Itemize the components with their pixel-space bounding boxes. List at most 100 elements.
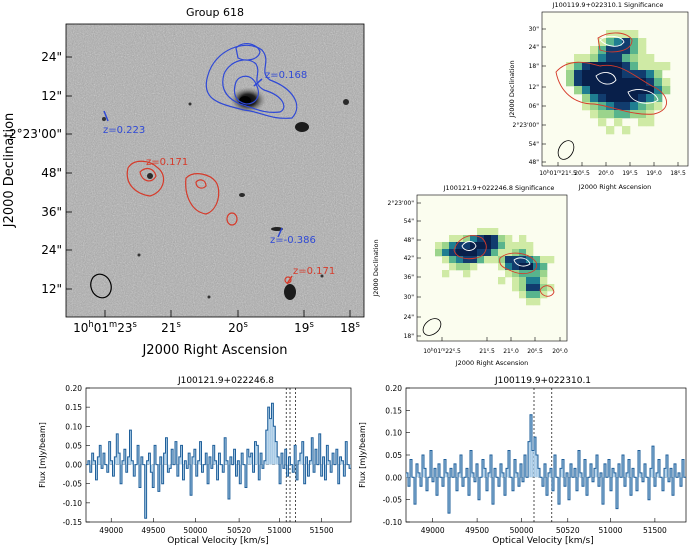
sig2-cell (498, 235, 506, 243)
sig2-cell (526, 284, 534, 292)
spec1-bar (305, 456, 308, 465)
sig1-cell (590, 70, 599, 79)
spec1-bar (282, 464, 285, 469)
spec1-bar (318, 433, 321, 465)
spec2-bar (560, 468, 562, 478)
spec2-bar (442, 477, 444, 487)
sig2-x-ticks: 10h01m22s.5 21s.5 21s.0 20s.5 20s.0 (423, 337, 568, 355)
sig1-cell (646, 118, 655, 127)
spec1-bar (190, 464, 192, 496)
spec1-bar (328, 460, 330, 465)
spec1-bar (298, 460, 300, 465)
spec2-bar (450, 468, 452, 478)
spec2-bar (424, 468, 426, 478)
sig1-cell (614, 86, 623, 95)
spec2-bar (490, 455, 492, 478)
sig2-cell (470, 263, 478, 271)
sig2-cell (519, 291, 527, 299)
sig2-cell (533, 277, 541, 285)
sig2-cell (498, 242, 506, 250)
sig2-y-tick-label: 48" (404, 237, 415, 244)
spec2-bar (626, 472, 628, 478)
sig1-cell (614, 38, 623, 47)
spec2-bar (674, 463, 676, 478)
sig2-cell (533, 270, 541, 278)
spec2-y-ticks: 0.20 0.15 0.10 0.05 0.00 -0.05 -0.10 (383, 384, 410, 527)
spec1-bar (235, 464, 238, 477)
spec1-bar (87, 460, 90, 465)
sig2-cell (526, 291, 534, 299)
spec1-bar (129, 430, 132, 465)
spec2-y-tick-label: 0.20 (385, 384, 402, 393)
spec2-bar (544, 463, 546, 478)
spec2-bar (648, 477, 650, 500)
sig2-x-tick-label: 21s.0 (503, 347, 519, 356)
sig2-cell (491, 228, 499, 236)
spec2-bar (552, 477, 554, 491)
sig2-cell (512, 284, 520, 292)
sig1-cell (590, 54, 599, 63)
sig1-cell (606, 126, 615, 135)
sig1-cell (598, 102, 607, 111)
sig1-y-ticks: 30" 24" 18" 12" 06" 2°23'00" 54" 48" (513, 26, 546, 166)
sig1-y-tick-label: 24" (529, 44, 540, 51)
sig2-cell (519, 284, 527, 292)
optical-y-tick-label: 12" (41, 282, 62, 296)
spec2-bar (608, 459, 610, 478)
sig2-cell (512, 242, 520, 250)
optical-x-tick-label: 10h01m23s (73, 319, 137, 335)
optical-xlabel: J2000 Right Ascension (141, 343, 287, 358)
sig1-cell (630, 94, 639, 103)
sig1-cell (630, 78, 639, 87)
spec2-x-tick-label: 50520 (556, 526, 580, 535)
spec1-bar (267, 407, 270, 465)
spec2-bar (666, 455, 668, 478)
sig1-cell (654, 62, 663, 71)
spec1-bar (275, 441, 277, 465)
sig2-cell (519, 235, 527, 243)
spec2-bar (644, 463, 646, 478)
sig2-y-tick-label: 18" (404, 333, 415, 340)
spec1-bar (193, 449, 196, 465)
sig1-cell (630, 62, 639, 71)
spec2-bar (662, 477, 664, 491)
optical-y-tick-label: 24" (41, 50, 62, 64)
spec1-bar (110, 460, 113, 465)
spec2-bar (574, 468, 576, 478)
spec1-bar (139, 464, 141, 488)
spec2-bar (610, 477, 612, 491)
spec1-bar (324, 464, 327, 480)
sig1-cell (606, 30, 615, 39)
spec1-bar (332, 453, 334, 465)
sig2-cell (519, 242, 527, 250)
spec1-x-ticks: 49000 49500 50000 50520 51000 51500 (99, 518, 334, 535)
sig2-cell (540, 284, 548, 292)
spec1-bar (265, 430, 268, 465)
sig2-cell (498, 277, 506, 285)
spec2-bar (456, 477, 458, 491)
spec1-bar (271, 403, 274, 465)
spec2-bar (670, 468, 672, 478)
spec2-bar (436, 477, 438, 496)
spec1-bar (307, 464, 310, 477)
spec1-bar (273, 426, 276, 465)
sig2-cell (547, 256, 555, 264)
spec2-bar (546, 477, 548, 496)
spec2-bar (422, 455, 424, 478)
spec2-bar (624, 477, 626, 487)
sig1-cell (646, 70, 655, 79)
sig2-cell (505, 249, 513, 257)
optical-image (66, 24, 364, 317)
spec1-bar (112, 464, 115, 477)
sig1-cell (622, 86, 631, 95)
sig1-y-tick-label: 30" (529, 26, 540, 33)
spec1-bar (341, 460, 344, 465)
annotation-z0168: z=0.168 (265, 70, 307, 81)
sig1-x-tick-label: 19s.5 (622, 169, 638, 178)
spec2-bar (466, 468, 468, 478)
spec2-bar (516, 472, 518, 478)
spec1-y-tick-label: -0.05 (63, 480, 83, 489)
sig2-cell (498, 263, 506, 271)
sig1-cell (646, 78, 655, 87)
spec1-y-tick-label: 0.05 (65, 441, 82, 450)
